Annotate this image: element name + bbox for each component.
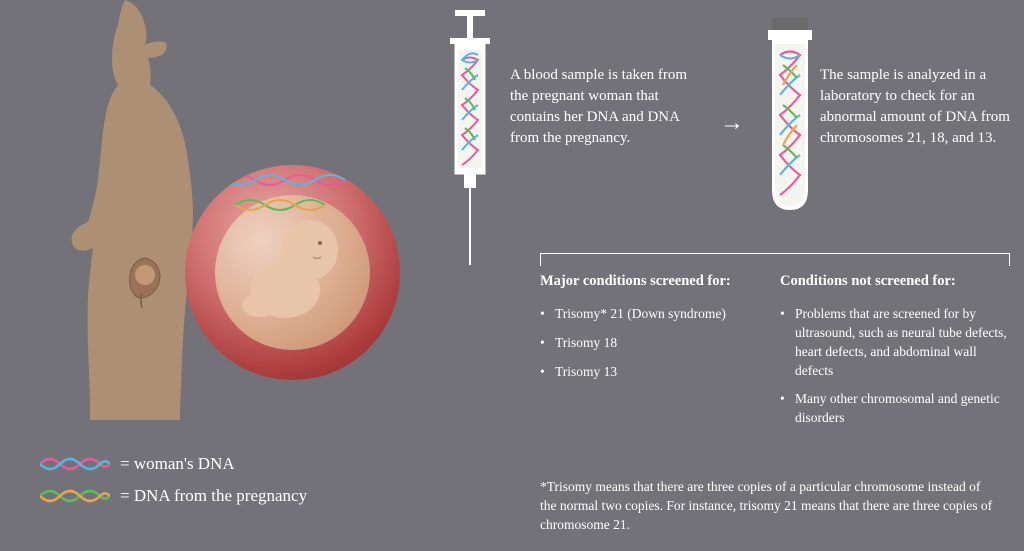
dna-pink-blue-icon: [40, 454, 110, 474]
footnote: *Trisomy means that there are three copi…: [540, 478, 1000, 535]
testtube-section: The sample is analyzed in a laboratory t…: [760, 10, 1020, 220]
list-item: Many other chromosomal and genetic disor…: [780, 390, 1010, 428]
woman-silhouette: [20, 0, 220, 420]
conditions-screened-column: Major conditions screened for: Trisomy* …: [540, 254, 750, 438]
testtube-icon: [760, 10, 820, 220]
legend-womans-dna: = woman's DNA: [40, 450, 307, 477]
conditions-screened-list: Trisomy* 21 (Down syndrome) Trisomy 18 T…: [540, 305, 750, 382]
conditions-not-screened-column: Conditions not screened for: Problems th…: [780, 254, 1010, 438]
list-item: Trisomy 18: [540, 334, 750, 353]
conditions-screened-heading: Major conditions screened for:: [540, 272, 750, 291]
list-item: Problems that are screened for by ultras…: [780, 305, 1010, 381]
legend-womans-dna-label: = woman's DNA: [120, 450, 235, 477]
conditions-box: Major conditions screened for: Trisomy* …: [540, 253, 1010, 438]
dna-legend: = woman's DNA = DNA from the pregnancy: [40, 450, 307, 514]
fetus-illustration: [185, 165, 400, 380]
uterus-icon: [120, 253, 170, 313]
list-item: Trisomy 13: [540, 363, 750, 382]
syringe-icon: [430, 10, 510, 270]
legend-pregnancy-dna: = DNA from the pregnancy: [40, 482, 307, 509]
syringe-section: A blood sample is taken from the pregnan…: [430, 10, 730, 210]
testtube-description: The sample is analyzed in a laboratory t…: [820, 10, 1010, 149]
list-item: Trisomy* 21 (Down syndrome): [540, 305, 750, 324]
conditions-not-screened-list: Problems that are screened for by ultras…: [780, 305, 1010, 428]
syringe-description: A blood sample is taken from the pregnan…: [510, 10, 690, 149]
dna-green-orange-icon: [40, 486, 110, 506]
conditions-not-screened-heading: Conditions not screened for:: [780, 272, 1010, 291]
legend-pregnancy-dna-label: = DNA from the pregnancy: [120, 482, 307, 509]
arrow-icon: →: [720, 110, 744, 137]
